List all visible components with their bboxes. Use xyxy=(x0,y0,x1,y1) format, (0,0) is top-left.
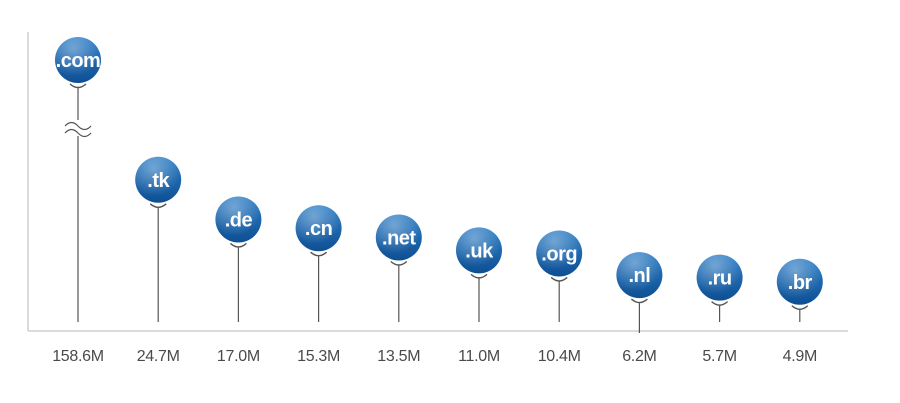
value-label-net: 13.5M xyxy=(377,348,420,365)
pin-uk: .uk 11.0M xyxy=(456,227,502,365)
pin-label-net: .net xyxy=(382,227,416,249)
pin-nl: .nl 6.2M xyxy=(616,252,663,365)
pin-label-br: .br xyxy=(788,272,813,294)
pin-hanger-ru xyxy=(711,301,729,306)
pin-label-com: .com xyxy=(56,50,101,72)
pin-shine-br xyxy=(776,258,823,305)
pin-label-cn: .cn xyxy=(305,218,332,240)
pin-label-nl: .nl xyxy=(628,265,650,287)
pin-label-uk: .uk xyxy=(465,240,494,262)
pin-hanger-tk xyxy=(149,203,167,208)
pin-hanger-nl xyxy=(630,298,648,304)
pin-shine-cn xyxy=(295,205,342,252)
value-label-com: 158.6M xyxy=(52,348,104,365)
value-label-uk: 11.0M xyxy=(458,348,500,365)
value-label-ru: 5.7M xyxy=(702,348,736,365)
pin-de: .de 17.0M xyxy=(215,196,262,365)
pin-label-tk: .tk xyxy=(147,170,170,192)
pin-hanger-br xyxy=(791,305,809,310)
pin-shine-org xyxy=(536,230,583,277)
pin-org: .org 10.4M xyxy=(536,230,583,365)
pin-com: .com 158.6M xyxy=(52,37,104,365)
value-label-de: 17.0M xyxy=(217,348,260,365)
pin-cn: .cn 15.3M xyxy=(295,205,342,365)
axis-break-mark-upper xyxy=(64,121,92,131)
pin-tk: .tk 24.7M xyxy=(135,156,182,365)
pin-hanger-uk xyxy=(470,273,488,279)
pin-label-ru: .ru xyxy=(708,268,732,290)
pin-hanger-com xyxy=(69,83,87,89)
value-label-nl: 6.2M xyxy=(622,348,656,365)
pin-hanger-org xyxy=(550,276,568,282)
pin-shine-uk xyxy=(456,227,502,274)
pin-shine-com xyxy=(55,37,101,83)
value-label-tk: 24.7M xyxy=(137,348,180,365)
pin-label-de: .de xyxy=(225,209,253,231)
value-label-cn: 15.3M xyxy=(297,348,340,365)
value-label-org: 10.4M xyxy=(538,348,581,365)
pin-shine-ru xyxy=(696,254,743,301)
axis-break-mark-lower xyxy=(64,128,92,138)
pin-ru: .ru 5.7M xyxy=(696,254,743,365)
pin-hanger-de xyxy=(229,242,247,248)
pin-net: .net 13.5M xyxy=(375,214,422,365)
pin-shine-de xyxy=(215,196,262,243)
pin-shine-net xyxy=(375,214,422,261)
pin-hanger-net xyxy=(390,260,408,266)
pin-shine-tk xyxy=(135,156,182,203)
value-label-br: 4.9M xyxy=(783,348,817,365)
pin-br: .br 4.9M xyxy=(776,258,823,365)
pin-label-org: .org xyxy=(541,243,577,265)
pin-shine-nl xyxy=(616,252,663,299)
pin-hanger-cn xyxy=(310,251,328,257)
